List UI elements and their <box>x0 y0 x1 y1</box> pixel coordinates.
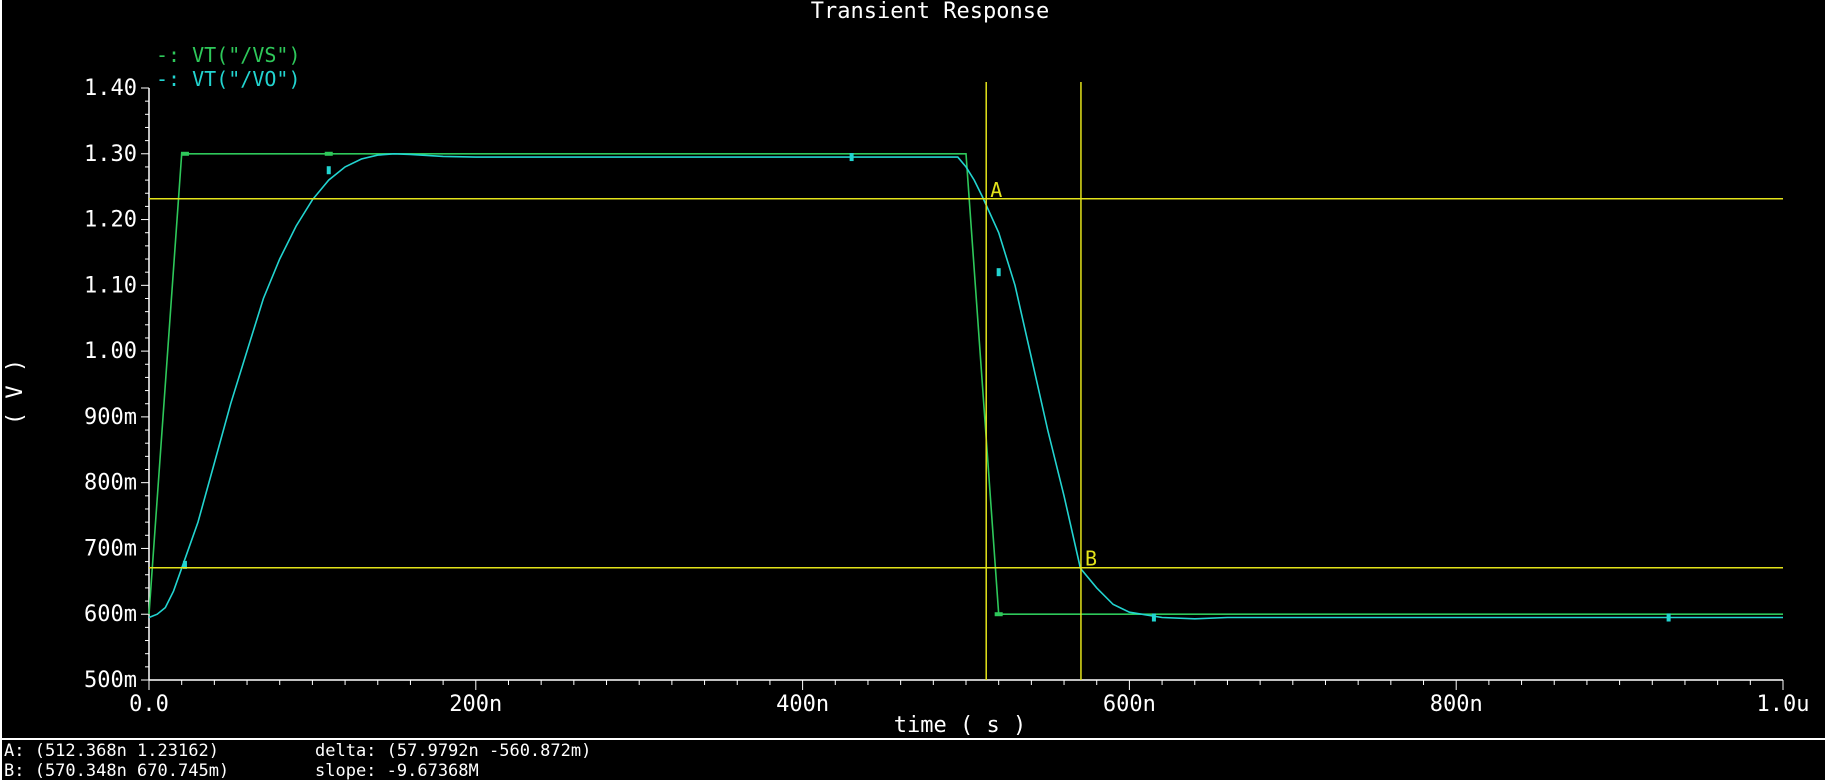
x-tick-label: 800n <box>1430 692 1483 717</box>
cursor-a-readout: A: (512.368n 1.23162) <box>4 741 219 761</box>
y-tick-label: 500m <box>84 668 137 693</box>
series-marker-vo <box>1151 613 1156 622</box>
x-tick-label: 0.0 <box>129 692 169 717</box>
legend-entry-vs: -: VT("/VS") <box>156 43 301 67</box>
series-marker-vo <box>182 560 187 569</box>
series-marker-vo <box>996 268 1001 277</box>
legend-entry-vo: -: VT("/VO") <box>156 67 301 91</box>
y-axis-label: ( V ) <box>3 359 28 425</box>
series-marker-vs <box>180 151 189 156</box>
cursor-marker-a: A <box>990 178 1002 202</box>
cursor-marker-b: B <box>1085 547 1097 571</box>
x-tick-label: 1.0u <box>1757 692 1810 717</box>
y-tick-label: 800m <box>84 471 137 496</box>
y-tick-label: 900m <box>84 405 137 430</box>
x-axis-label: time ( s ) <box>894 713 1026 738</box>
cursor-readout-bar: A: (512.368n 1.23162) B: (570.348n 670.7… <box>0 738 1827 782</box>
y-tick-label: 600m <box>84 602 137 627</box>
chart-title: Transient Response <box>811 0 1049 24</box>
cursor-layer[interactable]: AB <box>149 82 1783 680</box>
series-marker-vo <box>326 166 331 175</box>
slope-readout: slope: -9.67368M <box>315 761 479 781</box>
transient-plot[interactable]: Transient Response -: VT("/VS") -: VT("/… <box>0 0 1827 738</box>
series-line-vs <box>148 153 1783 615</box>
cursor-b-readout: B: (570.348n 670.745m) <box>4 761 230 781</box>
delta-readout: delta: (57.9792n -560.872m) <box>315 741 592 761</box>
y-tick-label: 1.10 <box>84 273 137 298</box>
x-tick-label: 200n <box>449 692 502 717</box>
legend: -: VT("/VS") -: VT("/VO") <box>156 43 301 91</box>
axes: 1.40 1.30 1.20 1.10 1.00 900m 800m 700m 600m 500m… <box>84 76 1809 717</box>
y-tick-label: 700m <box>84 536 137 561</box>
series-line-vo <box>148 152 1783 620</box>
series-marker-vs <box>324 151 333 156</box>
series-marker-vo <box>1666 613 1671 622</box>
series-layer <box>148 151 1783 622</box>
x-tick-label: 600n <box>1103 692 1156 717</box>
series-marker-vs <box>994 612 1003 617</box>
y-tick-label: 1.00 <box>84 339 137 364</box>
y-tick-label: 1.30 <box>84 142 137 167</box>
y-tick-label: 1.20 <box>84 208 137 233</box>
x-tick-label: 400n <box>776 692 829 717</box>
series-marker-vo <box>849 153 854 162</box>
y-tick-label: 1.40 <box>84 76 137 101</box>
